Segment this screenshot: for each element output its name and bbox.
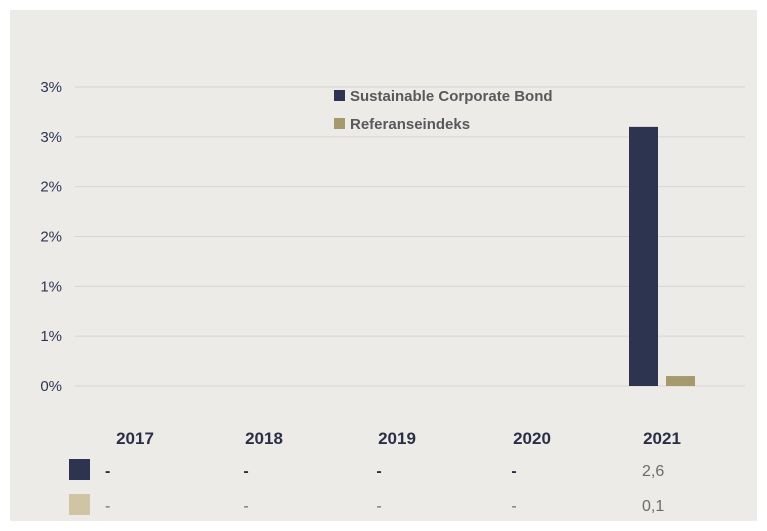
table-cell: - [243, 498, 248, 515]
table-cell: - [376, 463, 381, 480]
table-cell: - [511, 463, 516, 480]
table-row-swatch [69, 459, 90, 480]
category-label: 2018 [245, 429, 283, 448]
table-cell: - [511, 498, 516, 515]
category-label: 2021 [643, 429, 681, 448]
y-tick-label: 1% [40, 328, 62, 345]
legend-label: Sustainable Corporate Bond [350, 88, 553, 105]
table-cell: - [243, 463, 248, 480]
category-label: 2020 [513, 429, 551, 448]
legend-label: Referanseindeks [350, 116, 470, 133]
table-row-swatch [69, 494, 90, 515]
y-tick-label: 3% [40, 129, 62, 146]
table-cell: - [105, 463, 110, 480]
y-tick-label: 1% [40, 278, 62, 295]
bar-referanseindeks-2021 [666, 376, 695, 386]
table-cell: 2,6 [642, 463, 664, 480]
legend-swatch [334, 118, 345, 129]
category-label: 2019 [378, 429, 416, 448]
y-tick-label: 2% [40, 179, 62, 196]
y-tick-label: 3% [40, 79, 62, 96]
table-cell: 0,1 [642, 498, 664, 515]
table-cell: - [376, 498, 381, 515]
table-cell: - [105, 498, 110, 515]
category-label: 2017 [116, 429, 154, 448]
bar-sustainable-corporate-bond-2021 [629, 126, 658, 386]
legend-swatch [334, 90, 345, 101]
y-tick-label: 0% [40, 378, 62, 395]
y-tick-label: 2% [40, 229, 62, 246]
